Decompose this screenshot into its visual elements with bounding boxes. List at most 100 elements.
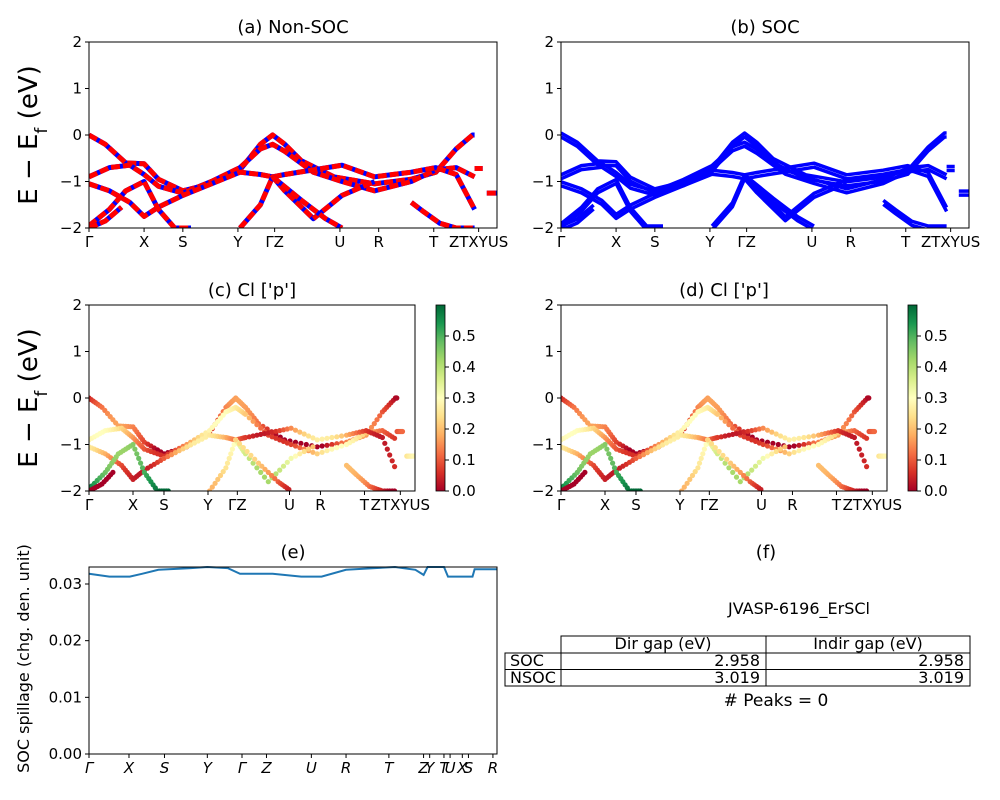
band-line-spin-down (271, 174, 344, 228)
nsoc-indir-gap: 3.019 (918, 668, 964, 687)
projection-dot (303, 441, 309, 448)
projection-dot (756, 459, 762, 465)
material-id: JVASP-6196_ErSCl (727, 599, 870, 619)
projection-dot (334, 445, 340, 451)
projection-dot (791, 449, 797, 455)
projection-dot (379, 434, 385, 441)
projection-dot (265, 469, 271, 475)
projection-dot (224, 460, 231, 466)
projection-dot (262, 466, 268, 472)
projection-dot (292, 443, 299, 449)
panel-title: (b) SOC (730, 17, 799, 38)
x-tick-label: ZTXYUS (449, 233, 508, 251)
projection-dot (292, 427, 299, 433)
x-tick-label: T (359, 496, 370, 514)
colorbar-tick-label: 0.5 (924, 327, 948, 345)
projection-dot (708, 441, 715, 447)
x-tick-label: X (139, 233, 149, 251)
projection-dot (319, 449, 325, 455)
y-tick-label: 0.02 (49, 632, 82, 650)
projection-dot (250, 418, 256, 424)
soc-band-line (561, 144, 948, 197)
x-tick-label: T (831, 496, 842, 514)
projection-dot (314, 444, 320, 450)
panel-title: (e) (280, 542, 305, 563)
projection-dot (334, 434, 340, 440)
projection-dot (286, 486, 292, 491)
projection-dot (730, 425, 736, 431)
projection-dot (806, 441, 812, 447)
projection-dot (745, 471, 751, 477)
colorbar-tick-label: 0.2 (452, 420, 476, 438)
projection-dot (637, 488, 643, 491)
projection-dot (301, 448, 307, 455)
band-line-spin-down (89, 179, 191, 228)
soc-indir-gap: 2.958 (918, 651, 964, 670)
band-lines (561, 131, 969, 228)
x-tick-label: T (384, 759, 395, 777)
x-tick-label: ZTXYUS (921, 233, 980, 251)
gap-table: Dir gap (eV) Indir gap (eV) SOC 2.958 2.… (504, 634, 971, 687)
projection-dot (399, 428, 406, 435)
y-tick-label: 1 (72, 343, 82, 361)
x-tick-label: U (806, 233, 817, 251)
projection-dot (265, 479, 271, 485)
projection-dot (411, 453, 415, 459)
y-tick-label: −1 (532, 436, 554, 454)
projection-dot (737, 479, 743, 485)
panel-b-soc-bands: (b) SOC 2 1 0 −1 −2Γ X S Y ΓZ U R T ZTXYUS (532, 17, 980, 251)
plot-frame (88, 566, 498, 755)
projection-dot (782, 449, 788, 455)
projection-dot (252, 456, 258, 462)
x-tick-label: U (306, 759, 317, 777)
x-tick-label: R (341, 759, 351, 777)
projection-dot (773, 448, 779, 455)
projection-dot (737, 469, 743, 475)
plot-frame (560, 41, 970, 229)
projection-dot (244, 448, 250, 455)
soc-band-line (743, 173, 815, 228)
projection-dot (261, 474, 268, 480)
x-tick-label: Γ (85, 496, 94, 514)
projection-dot (684, 480, 690, 486)
projection-dot (741, 472, 747, 479)
projection-dot (718, 415, 724, 421)
projection-dot (329, 446, 335, 452)
projection-dot (324, 448, 330, 454)
projection-dot (392, 464, 398, 470)
projection-dot (864, 435, 870, 441)
spillage-line (88, 565, 497, 578)
y-tick-label: 0.01 (49, 688, 82, 706)
y-tick-label: 0 (72, 126, 82, 144)
projection-dot (760, 441, 766, 448)
colorbar (435, 304, 446, 492)
projection-dot (387, 452, 393, 458)
projection-dot (298, 440, 304, 446)
colorbar-tick-label: 0.5 (452, 327, 476, 345)
projection-dot (856, 446, 862, 452)
projection-dot (859, 452, 865, 458)
projection-dot (796, 448, 802, 454)
soc-band-line (561, 203, 595, 228)
projection-dot (760, 425, 766, 431)
projection-dot (229, 446, 235, 452)
projection-dot (203, 430, 209, 436)
projection-dot (749, 467, 755, 473)
y-axis-label: E − Ef (eV) (14, 328, 52, 468)
projection-dot (319, 443, 325, 449)
projection-dot (846, 417, 852, 423)
projection-dot (726, 465, 732, 471)
band-line-spin-up (409, 200, 475, 228)
projection-dot (138, 460, 144, 466)
x-tick-label: T (900, 233, 911, 251)
x-tick-label: Y (203, 759, 214, 777)
projection-dot (705, 437, 711, 443)
projection-dot (254, 465, 260, 471)
x-tick-label: ΓZ (737, 233, 756, 251)
projection-dot (324, 442, 330, 448)
x-tick-label: Z (417, 759, 429, 777)
projection-dot (733, 474, 740, 480)
x-tick-label: T (439, 759, 450, 777)
projection-dot (334, 441, 340, 447)
x-tick-label: Z (260, 759, 272, 777)
